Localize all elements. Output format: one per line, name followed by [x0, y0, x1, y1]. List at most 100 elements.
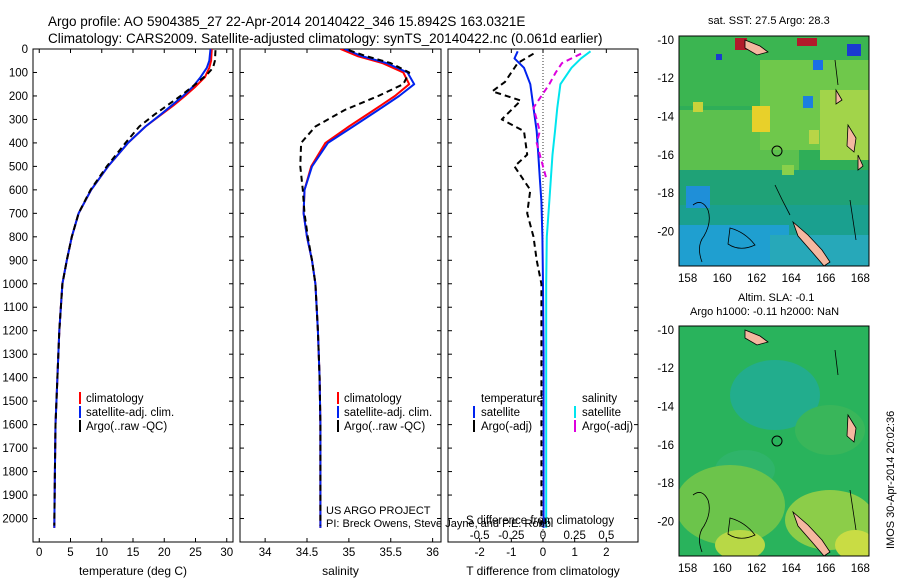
sst-argo-location-marker [771, 145, 783, 157]
difference-legend-salinity: salinity satellite Argo(-adj) [574, 393, 633, 433]
legend-label-s-argo: Argo(-adj) [582, 421, 633, 433]
legend-label-s-satellite: satellite [582, 407, 621, 419]
sst-map[interactable] [679, 36, 869, 266]
chart-title-line2: Climatology: CARS2009. Satellite-adjuste… [48, 31, 603, 46]
y-tick-label: 1800 [2, 467, 28, 479]
series-line [532, 52, 582, 179]
map-x-tick-label: 164 [782, 273, 802, 285]
series-group [53, 49, 217, 528]
map-x-tick-label: 158 [678, 273, 697, 285]
map-x-tick-label: 160 [713, 273, 732, 285]
legend-label-satellite: satellite-adj. clim. [344, 407, 432, 419]
x-tick-label: 0 [540, 547, 546, 559]
sla-argo-location-marker [771, 435, 783, 447]
y-tick-label: 200 [9, 91, 28, 103]
map-y-tick-label: -10 [657, 325, 674, 337]
y-tick-label: 500 [9, 161, 28, 173]
s-diff-tick-label: 0.25 [563, 530, 585, 542]
series-group [491, 50, 592, 528]
legend-label-t-satellite: satellite [481, 407, 520, 419]
y-tick-label: 900 [9, 255, 28, 267]
map-y-tick-label: -20 [657, 517, 674, 529]
y-tick-label: 2000 [2, 514, 28, 526]
x-tick-label: 2 [603, 547, 609, 559]
x-tick-label: 25 [189, 547, 202, 559]
x-tick-label: -1 [506, 547, 516, 559]
x-axis-label: T difference from climatology [466, 564, 620, 578]
map-x-tick-label: 166 [816, 563, 835, 575]
map-y-tick-label: -16 [657, 150, 674, 162]
x-tick-label: 0 [36, 547, 42, 559]
legend-label-argo: Argo(..raw -QC) [344, 421, 425, 433]
s-diff-tick-label: 0.5 [598, 530, 614, 542]
x-axis-label: salinity [322, 564, 359, 578]
y-tick-label: 0 [22, 44, 28, 56]
salinity-legend: climatology satellite-adj. clim. Argo(..… [337, 392, 432, 433]
series-line [545, 50, 592, 528]
y-tick-label: 300 [9, 114, 28, 126]
map-x-tick-label: 166 [816, 273, 835, 285]
map-x-tick-label: 162 [747, 563, 766, 575]
x-tick-label: 1 [571, 547, 577, 559]
legend-label-t-argo: Argo(-adj) [481, 421, 532, 433]
y-tick-label: 400 [9, 138, 28, 150]
series-group [299, 49, 416, 528]
map-x-tick-label: 158 [678, 563, 697, 575]
y-tick-label: 600 [9, 185, 28, 197]
sst-map-frame [678, 35, 870, 267]
series-line [513, 50, 545, 528]
legend-label-satellite: satellite-adj. clim. [86, 407, 174, 419]
x-tick-label: 30 [220, 547, 233, 559]
x-axis-label: temperature (deg C) [79, 564, 187, 578]
map-x-tick-label: 168 [851, 563, 870, 575]
y-tick-label: 1300 [2, 349, 28, 361]
sla-map[interactable] [675, 326, 875, 560]
y-tick-label: 700 [9, 208, 28, 220]
map-x-tick-label: 160 [713, 563, 732, 575]
s-difference-label: S difference from climatology [466, 515, 614, 527]
x-tick-label: 35 [342, 547, 355, 559]
temperature-legend: climatology satellite-adj. clim. Argo(..… [79, 392, 174, 433]
sla-map-title-2: Argo h1000: -0.11 h2000: NaN [690, 306, 839, 318]
sst-map-title: sat. SST: 27.5 Argo: 28.3 [708, 15, 830, 27]
map-y-tick-label: -18 [657, 188, 674, 200]
sla-map-frame [678, 325, 870, 557]
legend-title-salinity: salinity [582, 393, 617, 405]
map-y-tick-label: -18 [657, 478, 674, 490]
chart-title-line1: Argo profile: AO 5904385_27 22-Apr-2014 … [48, 14, 526, 29]
imos-timestamp: IMOS 30-Apr-2014 20:02:36 [885, 411, 897, 549]
legend-label-argo: Argo(..raw -QC) [86, 421, 167, 433]
y-tick-label: 1900 [2, 490, 28, 502]
y-tick-label: 1100 [3, 302, 28, 314]
map-y-tick-label: -14 [657, 402, 674, 414]
y-tick-label: 1200 [2, 326, 28, 338]
x-tick-label: 5 [67, 547, 73, 559]
series-line [53, 50, 217, 526]
y-tick-label: 800 [9, 232, 28, 244]
map-y-tick-label: -12 [657, 363, 674, 375]
salinity-plot-frame [239, 48, 442, 543]
x-tick-label: 10 [95, 547, 108, 559]
map-y-tick-label: -14 [657, 112, 674, 124]
y-tick-label: 1500 [2, 396, 28, 408]
y-tick-label: 100 [9, 67, 28, 79]
legend-label-climatology: climatology [86, 393, 144, 405]
legend-label-climatology: climatology [344, 393, 402, 405]
x-tick-label: 34.5 [296, 547, 318, 559]
y-tick-label: 1400 [2, 373, 28, 385]
series-line [491, 52, 543, 526]
map-y-tick-label: -10 [657, 35, 674, 47]
x-tick-label: 15 [127, 547, 140, 559]
s-diff-tick-label: -0.25 [498, 530, 524, 542]
legend-title-temperature: temperature [481, 393, 543, 405]
map-y-tick-label: -16 [657, 440, 674, 452]
y-tick-label: 1600 [2, 420, 28, 432]
s-diff-tick-label: -0.5 [470, 530, 490, 542]
sla-map-title-1: Altim. SLA: -0.1 [738, 292, 814, 304]
temperature-plot-frame [32, 48, 234, 543]
map-y-tick-label: -12 [657, 73, 674, 85]
map-x-tick-label: 164 [782, 563, 802, 575]
y-tick-label: 1700 [2, 443, 28, 455]
series-line [299, 49, 411, 526]
